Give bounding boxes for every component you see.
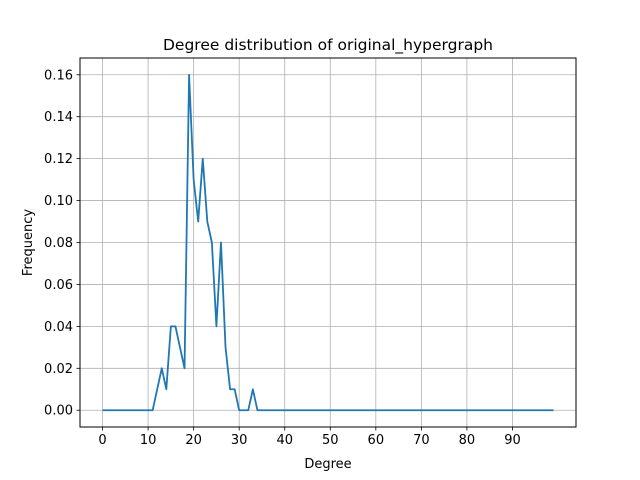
y-tick-label: 0.04: [44, 320, 73, 335]
y-tick-label: 0.16: [44, 68, 73, 83]
y-tick-label: 0.00: [44, 404, 73, 419]
grid: [80, 58, 576, 427]
y-tick-label: 0.12: [44, 152, 73, 167]
series-line: [102, 73, 554, 412]
y-axis: 0.00 0.02 0.04 0.06 0.08 0.10 0.12 0.14 0.16: [44, 68, 80, 419]
x-tick-label: 90: [504, 433, 521, 448]
x-axis: 0 10 20 30 40 50 60 70 80 90: [98, 427, 521, 448]
x-tick-label: 20: [185, 433, 202, 448]
chart-title: Degree distribution of original_hypergra…: [163, 36, 493, 55]
series-layer: [102, 73, 554, 412]
y-tick-label: 0.08: [44, 236, 73, 251]
x-tick-label: 60: [368, 433, 385, 448]
x-tick-label: 70: [413, 433, 430, 448]
y-tick-label: 0.14: [44, 110, 73, 125]
y-tick-label: 0.06: [44, 278, 73, 293]
x-tick-label: 40: [276, 433, 293, 448]
x-tick-label: 0: [98, 433, 106, 448]
x-tick-label: 80: [459, 433, 476, 448]
x-tick-label: 10: [140, 433, 157, 448]
x-tick-label: 50: [322, 433, 339, 448]
y-tick-label: 0.02: [44, 362, 73, 377]
y-tick-label: 0.10: [44, 194, 73, 209]
x-tick-label: 30: [231, 433, 248, 448]
x-axis-label: Degree: [304, 457, 351, 472]
y-axis-label: Frequency: [21, 209, 36, 276]
